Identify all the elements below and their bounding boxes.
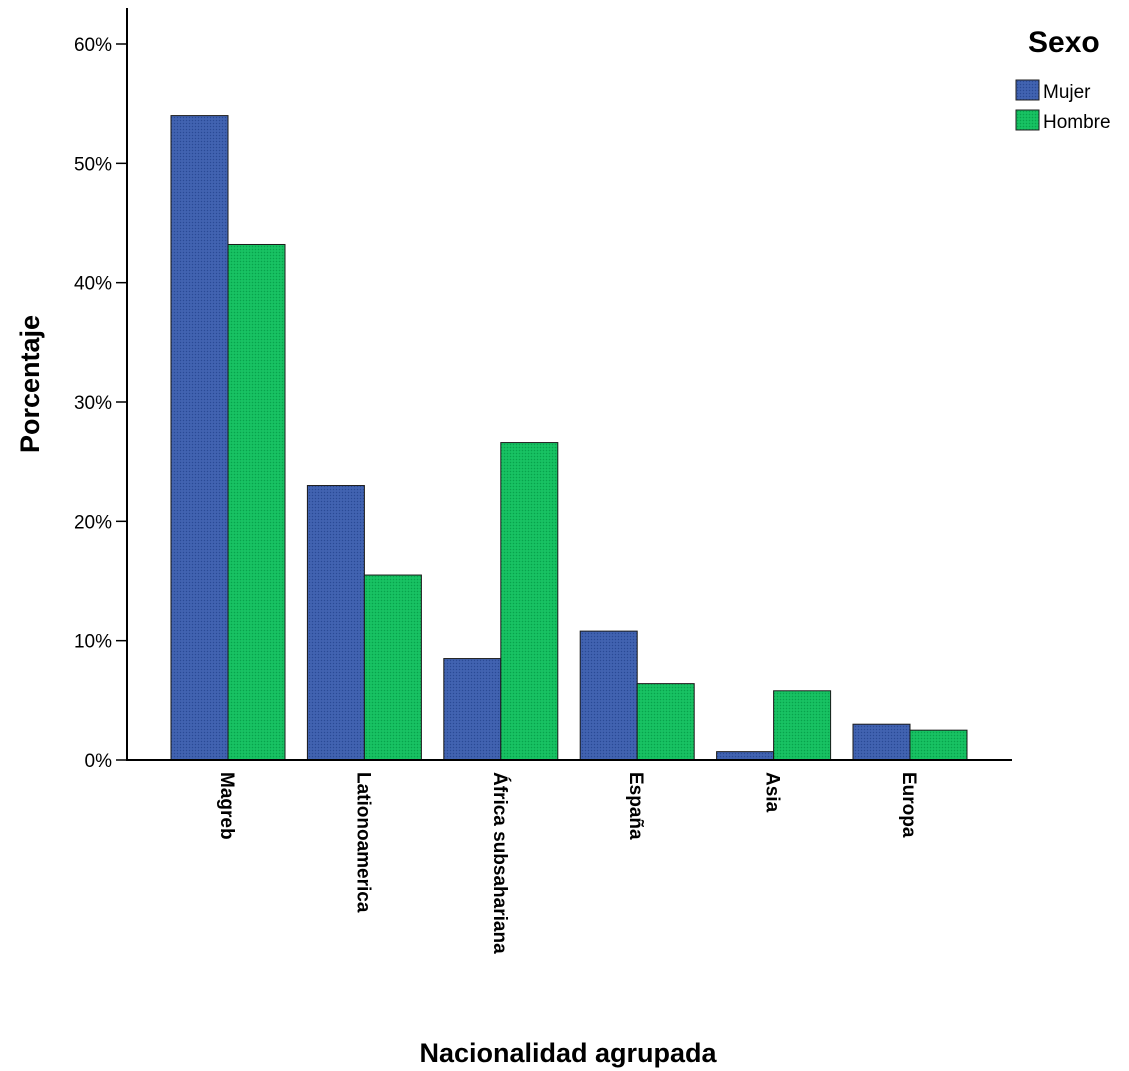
bar-hombre-2: [363, 574, 422, 761]
y-axis-ticks: 0% 10% 20% 30% 40% 50% 60%: [74, 35, 127, 772]
legend-swatch-hombre: [1015, 109, 1040, 131]
legend-label-hombre: Hombre: [1043, 112, 1111, 133]
bar-mujer-2: [306, 485, 365, 761]
bar-mujer-6: [852, 723, 911, 761]
y-tick-label: 40%: [74, 274, 112, 295]
bar-mujer-4: [579, 630, 638, 761]
x-category-label: Magreb: [216, 772, 237, 840]
y-tick-label: 30%: [74, 393, 112, 414]
bars-layer: [170, 115, 968, 761]
x-axis-category-labels: Magreb Lationoamerica África subsahariana E…: [216, 772, 919, 954]
legend-title: Sexo: [1028, 26, 1100, 59]
y-tick-label: 0%: [85, 751, 113, 772]
bar-hombre-4: [636, 683, 695, 761]
bar-mujer-5: [716, 751, 775, 761]
bar-mujer-3: [443, 658, 502, 761]
bar-hombre-5: [773, 690, 832, 761]
bar-hombre-1: [227, 243, 286, 761]
x-axis-title: Nacionalidad agrupada: [419, 1038, 717, 1068]
x-category-label: España: [625, 772, 646, 840]
y-tick-label: 20%: [74, 512, 112, 533]
x-category-label: Europa: [898, 772, 919, 838]
legend-swatch-mujer: [1015, 79, 1040, 101]
x-category-label: África subsahariana: [489, 772, 511, 954]
bar-hombre-6: [909, 729, 968, 761]
legend-label-mujer: Mujer: [1043, 82, 1091, 103]
y-tick-label: 60%: [74, 35, 112, 56]
bar-mujer-1: [170, 115, 229, 761]
y-tick-label: 50%: [74, 154, 112, 175]
x-category-label: Lationoamerica: [352, 772, 373, 913]
bar-hombre-3: [500, 442, 559, 761]
legend: Sexo Mujer Hombre: [1015, 26, 1111, 133]
y-tick-label: 10%: [74, 632, 112, 653]
x-category-label: Asia: [762, 772, 783, 813]
y-axis-title: Porcentaje: [15, 315, 45, 453]
